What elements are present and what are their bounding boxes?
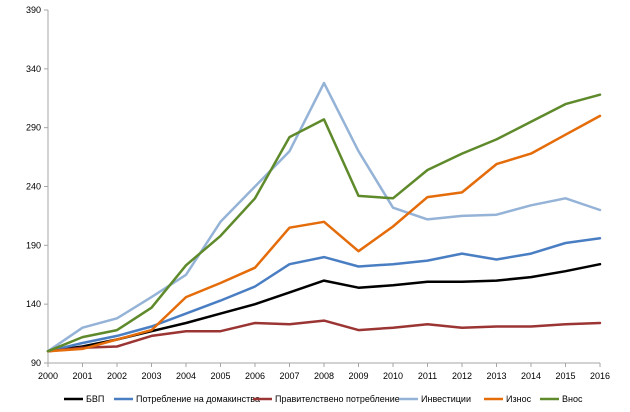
x-tick-label: 2011 — [418, 371, 437, 381]
legend-label: Инвестиции — [421, 394, 471, 404]
y-tick-label: 390 — [26, 5, 41, 15]
legend-label: Износ — [506, 394, 532, 404]
chart-series-lines — [46, 81, 602, 353]
chart-axes: 90 140 190 240 290 340 390 2000 2001 2002 2003 2004… — [26, 5, 610, 381]
series-line-4 — [46, 81, 602, 353]
y-tick-label: 340 — [26, 64, 41, 74]
series-line-3 — [46, 319, 602, 353]
series-line-2 — [46, 237, 602, 353]
x-tick-label: 2004 — [176, 371, 196, 381]
x-tick-label: 2007 — [279, 371, 299, 381]
x-tick-label: 2006 — [245, 371, 265, 381]
x-tick-label: 2003 — [141, 371, 161, 381]
y-tick-label: 190 — [26, 240, 41, 250]
x-tick-label: 2009 — [348, 371, 368, 381]
x-tick-label: 2013 — [486, 371, 506, 381]
x-tick-label: 2016 — [590, 371, 610, 381]
legend-label: Внос — [562, 394, 583, 404]
x-tick-label: 2002 — [107, 371, 127, 381]
x-tick-label: 2015 — [555, 371, 575, 381]
x-tick-label: 2005 — [210, 371, 230, 381]
y-tick-label: 90 — [31, 358, 41, 368]
series-line-6 — [46, 93, 602, 353]
legend-label: Правителствено потребление — [275, 394, 400, 404]
x-tick-label: 2008 — [314, 371, 334, 381]
y-tick-label: 140 — [26, 299, 41, 309]
x-tick-label: 2000 — [38, 371, 58, 381]
legend-label: БВП — [86, 394, 104, 404]
chart-legend: БВП Потребление на домакинства Правителств… — [64, 394, 583, 404]
y-tick-label: 290 — [26, 123, 41, 133]
legend-label: Потребление на домакинства — [136, 394, 260, 404]
x-tick-label: 2010 — [383, 371, 403, 381]
y-tick-label: 240 — [26, 182, 41, 192]
x-tick-label: 2012 — [452, 371, 472, 381]
x-tick-label: 2001 — [72, 371, 92, 381]
series-line-1 — [46, 262, 602, 353]
x-tick-label: 2014 — [521, 371, 541, 381]
series-line-5 — [46, 114, 602, 353]
